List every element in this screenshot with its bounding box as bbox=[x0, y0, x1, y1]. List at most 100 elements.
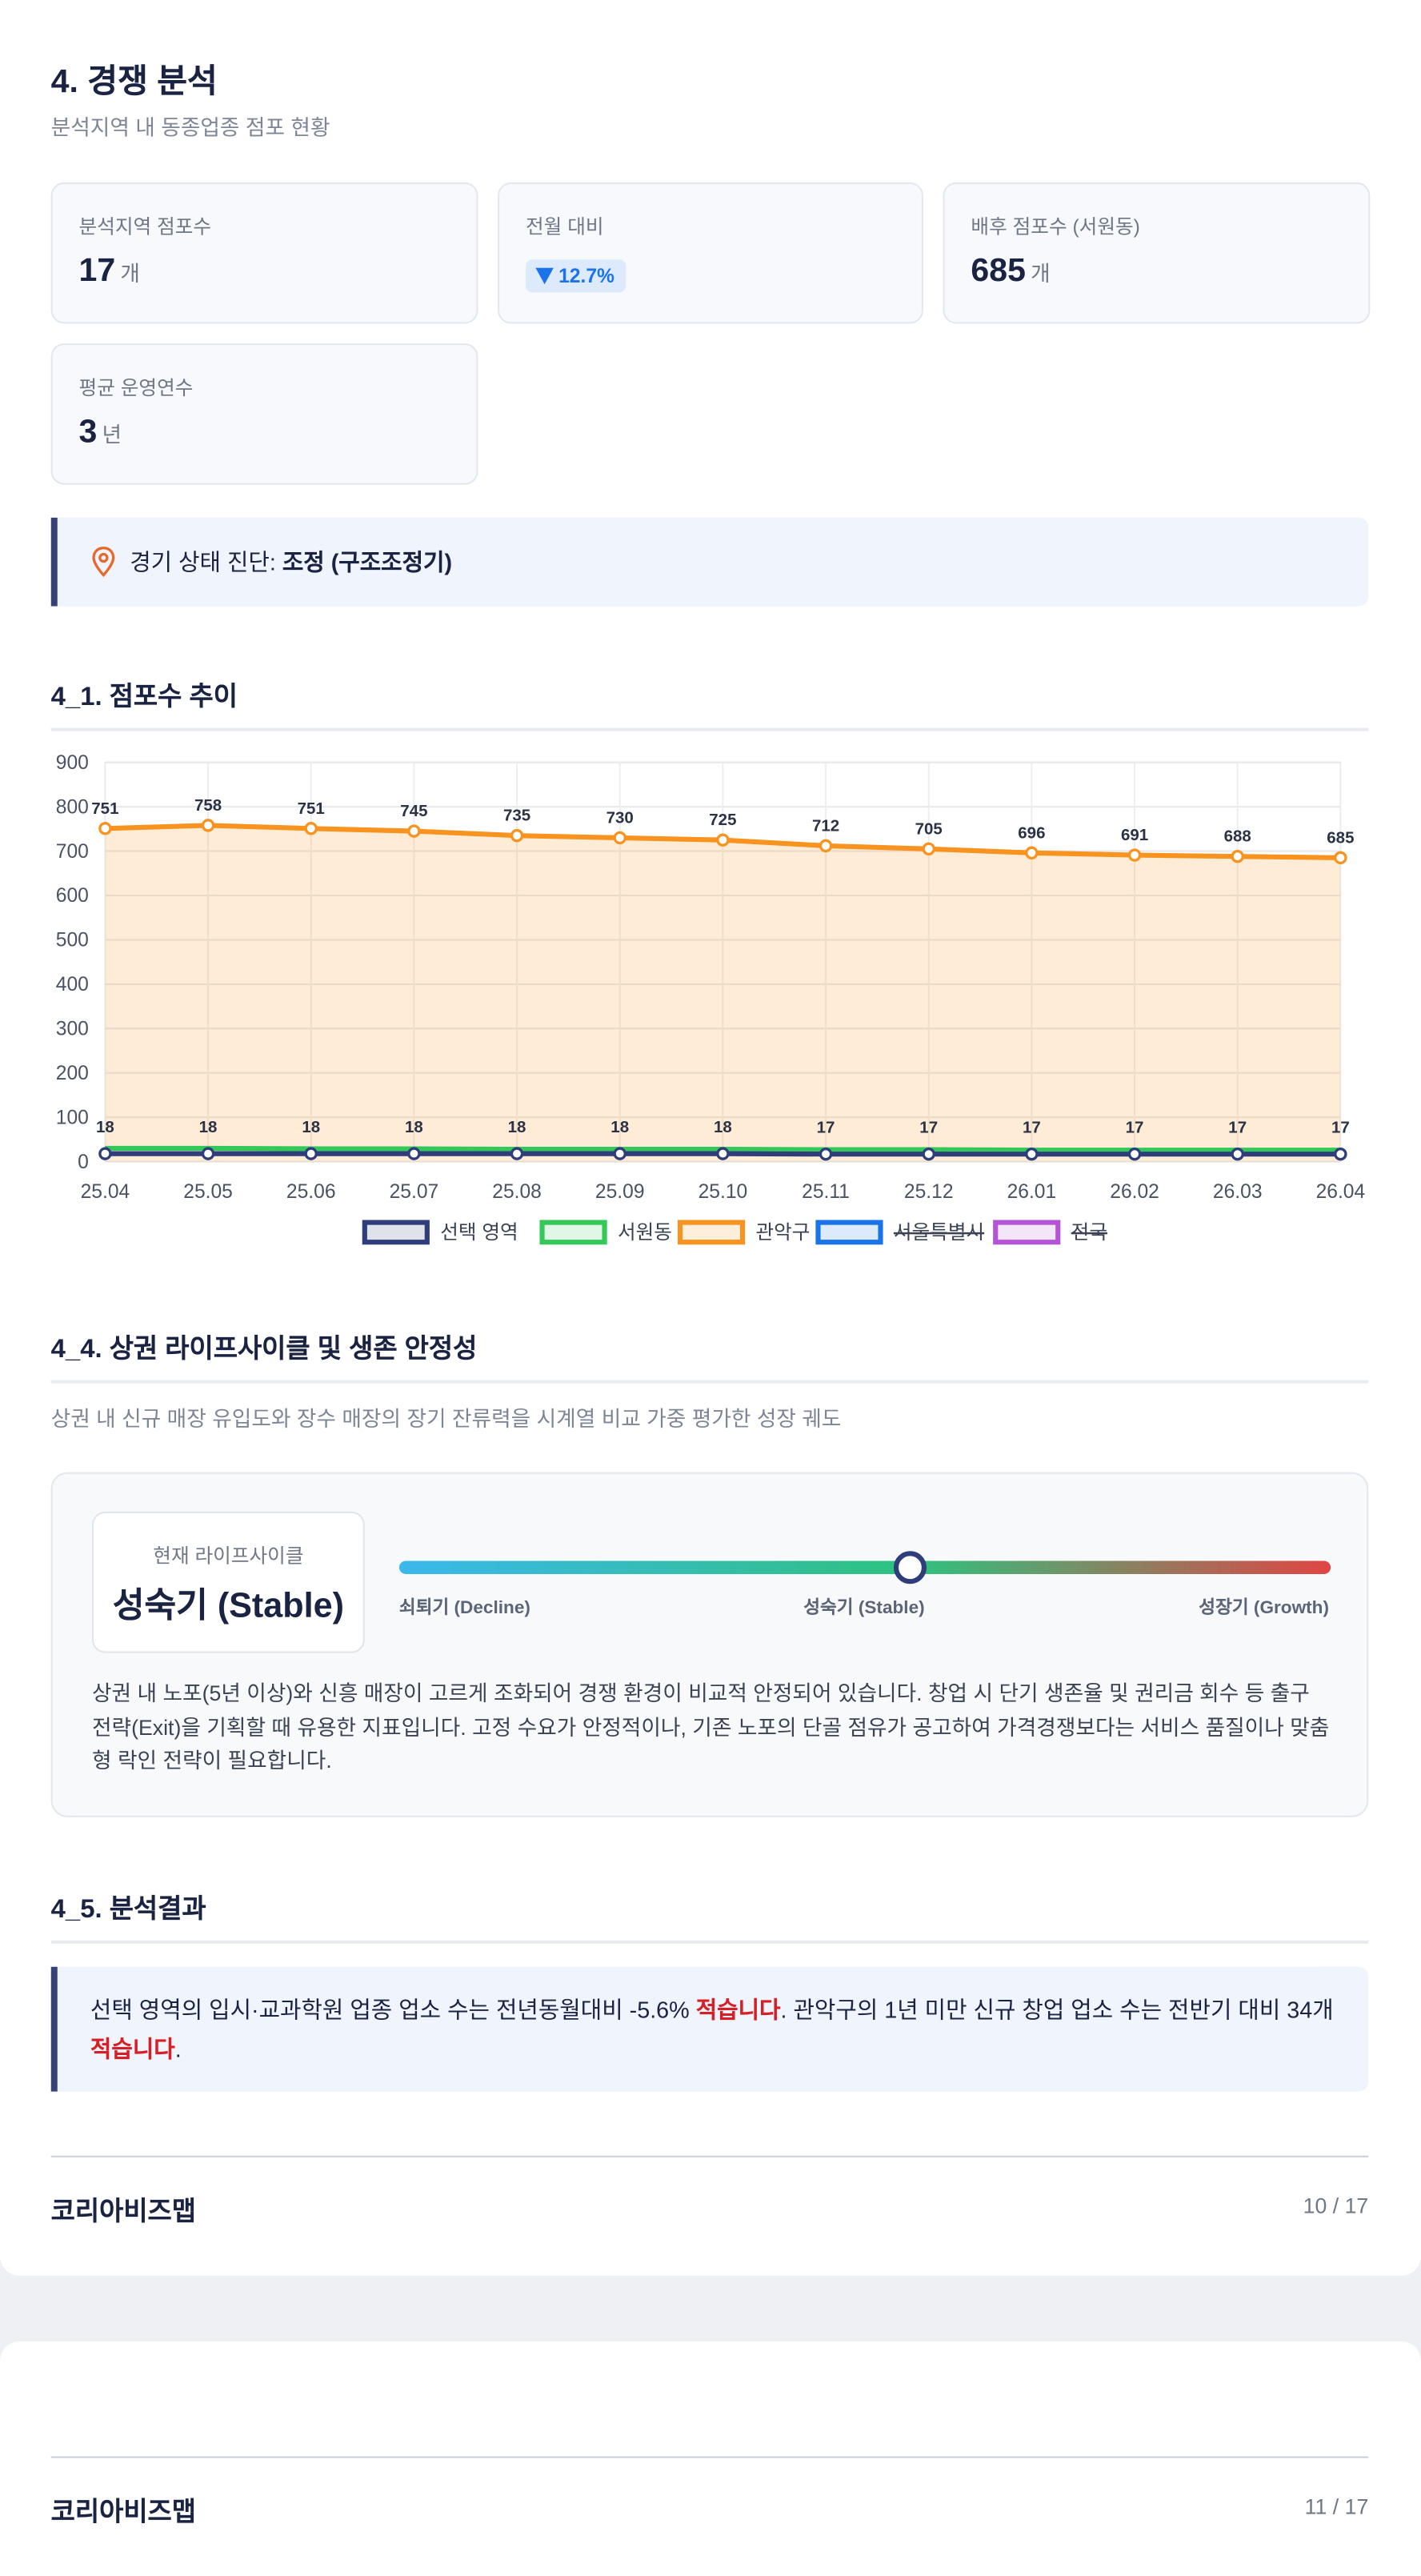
data-label: 18 bbox=[508, 1118, 526, 1136]
result-emphasis: 적습니다 bbox=[695, 1996, 781, 2023]
point bbox=[201, 1147, 215, 1160]
stat-label: 배후 점포수 (서원동) bbox=[971, 214, 1140, 238]
stat-label: 분석지역 점포수 bbox=[78, 214, 212, 238]
lifecycle-card: 현재 라이프사이클 성숙기 (Stable) bbox=[91, 1511, 365, 1653]
pin-icon bbox=[92, 547, 115, 578]
lifecycle-text: 상권 내 노포(5년 이상)와 신흥 매장이 고르게 조화되어 경쟁 환경이 비… bbox=[91, 1681, 1330, 1773]
point bbox=[98, 1147, 112, 1160]
stat-value-row: 17 개 bbox=[79, 253, 140, 290]
lifecycle-stage: 성숙기 (Stable) bbox=[112, 1587, 344, 1625]
legend-label: 관악구 bbox=[755, 1221, 810, 1244]
point bbox=[1025, 1147, 1039, 1161]
diagnosis-text: 경기 상태 진단: 조정 (구조조정기) bbox=[130, 546, 452, 579]
data-label: 758 bbox=[194, 796, 222, 815]
lifecycle-marker bbox=[893, 1551, 927, 1584]
data-label: 730 bbox=[606, 808, 634, 827]
result-segment: . 관악구의 1년 미만 신규 창업 업소 수는 전반기 대비 34개 bbox=[780, 1996, 1334, 2023]
point bbox=[304, 1147, 318, 1160]
section-heading: 4_1. 점포수 추이 bbox=[50, 674, 1369, 731]
y-tick-label: 500 bbox=[56, 930, 89, 951]
legend-label: 전국 bbox=[1071, 1222, 1107, 1244]
line-chart: 0 100 200 300 400 500 600 700 800 900 25.04 25.05 25… bbox=[56, 752, 1366, 1245]
data-label: 18 bbox=[96, 1118, 114, 1136]
section-heading: 4_5. 분석결과 bbox=[50, 1886, 1369, 1944]
point bbox=[407, 824, 421, 838]
scale-label: 쇠퇴기 (Decline) bbox=[398, 1598, 530, 1619]
stat-value: 3 bbox=[78, 414, 98, 451]
result-box: 선택 영역의 입시·교과학원 업종 업소 수는 전년동월대비 -5.6% 적습니… bbox=[50, 1966, 1369, 2092]
scale-label: 성장기 (Growth) bbox=[1199, 1598, 1330, 1619]
change-value: 12.7% bbox=[558, 264, 614, 288]
lifecycle-caption: 현재 라이프사이클 bbox=[153, 1544, 304, 1568]
y-tick-label: 400 bbox=[56, 974, 89, 996]
legend-swatch bbox=[993, 1220, 1061, 1245]
x-tick-label: 26.04 bbox=[1316, 1181, 1366, 1203]
stat-unit: 년 bbox=[102, 422, 122, 447]
point bbox=[613, 831, 626, 845]
data-label: 17 bbox=[1126, 1118, 1144, 1136]
point bbox=[819, 1147, 833, 1161]
data-label: 691 bbox=[1121, 826, 1148, 844]
x-tick-label: 25.07 bbox=[390, 1181, 439, 1203]
legend-swatch bbox=[815, 1220, 883, 1245]
x-tick-label: 26.02 bbox=[1110, 1181, 1159, 1203]
x-tick-label: 26.03 bbox=[1213, 1181, 1263, 1203]
x-tick-label: 25.09 bbox=[595, 1181, 645, 1203]
result-emphasis: 적습니다 bbox=[90, 2035, 175, 2062]
point bbox=[1025, 846, 1039, 859]
legend-item: 전국 bbox=[993, 1220, 1107, 1245]
diagnosis-status: 조정 (구조조정기) bbox=[282, 548, 453, 575]
y-tick-label: 700 bbox=[56, 841, 89, 863]
y-tick-label: 0 bbox=[78, 1152, 89, 1173]
point bbox=[819, 839, 833, 853]
y-tick-label: 100 bbox=[56, 1107, 89, 1128]
scale-label: 성숙기 (Stable) bbox=[803, 1598, 925, 1619]
point bbox=[510, 828, 524, 843]
data-label: 705 bbox=[915, 819, 943, 838]
down-arrow bbox=[535, 267, 554, 285]
legend-item: 서울특별시 bbox=[815, 1220, 984, 1245]
point bbox=[1127, 1147, 1142, 1161]
result-text: 선택 영역의 입시·교과학원 업종 업소 수는 전년동월대비 -5.6% 적습니… bbox=[90, 1989, 1347, 2069]
page-number: 10 / 17 bbox=[1303, 2193, 1369, 2218]
point bbox=[1127, 848, 1142, 862]
footer-brand: 코리아비즈맵 bbox=[50, 2498, 197, 2527]
data-label: 17 bbox=[817, 1118, 835, 1136]
data-label: 18 bbox=[302, 1118, 320, 1136]
x-tick-label: 25.06 bbox=[286, 1181, 336, 1203]
stat-card: 배후 점포수 (서원동) 685 개 bbox=[943, 182, 1371, 324]
stat-label: 전월 대비 bbox=[526, 214, 604, 238]
data-label: 18 bbox=[405, 1118, 423, 1136]
stat-unit: 개 bbox=[1031, 261, 1051, 286]
data-label: 712 bbox=[812, 816, 839, 835]
point bbox=[1334, 851, 1347, 865]
data-label: 751 bbox=[91, 799, 118, 818]
data-label: 696 bbox=[1018, 823, 1045, 842]
point bbox=[716, 833, 730, 847]
footer: 코리아비즈맵 11 / 17 bbox=[50, 2456, 1369, 2527]
point bbox=[98, 822, 112, 835]
x-tick-label: 25.08 bbox=[492, 1181, 542, 1203]
point bbox=[922, 842, 935, 855]
point bbox=[613, 1147, 626, 1160]
legend-label: 선택 영역 bbox=[440, 1221, 518, 1244]
y-tick-label: 900 bbox=[56, 752, 89, 774]
data-label: 18 bbox=[610, 1118, 629, 1136]
data-label: 18 bbox=[199, 1118, 218, 1136]
x-tick-label: 25.11 bbox=[802, 1181, 850, 1203]
x-tick-label: 25.04 bbox=[81, 1181, 130, 1203]
x-tick-label: 25.10 bbox=[698, 1181, 748, 1203]
data-label: 17 bbox=[1023, 1118, 1041, 1136]
point bbox=[1231, 1147, 1244, 1161]
data-label: 685 bbox=[1327, 828, 1354, 847]
result-segment: . bbox=[174, 2035, 182, 2062]
data-label: 745 bbox=[400, 802, 427, 820]
point bbox=[1231, 849, 1244, 863]
result-segment: 선택 영역의 입시·교과학원 업종 업소 수는 전년동월대비 -5.6% bbox=[90, 1996, 696, 2023]
point bbox=[304, 822, 318, 835]
legend-label: 서울특별시 bbox=[894, 1221, 984, 1244]
data-label: 725 bbox=[709, 811, 736, 829]
